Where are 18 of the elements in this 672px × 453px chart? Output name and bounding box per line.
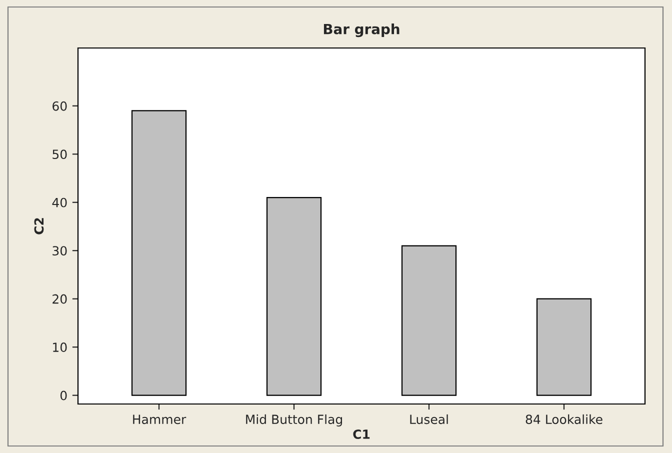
chart-title: Bar graph [324, 24, 400, 38]
y-tick-label: 0 [60, 390, 67, 400]
x-axis-title: C1 [353, 430, 370, 439]
x-tick-label: Luseal [410, 414, 448, 424]
y-tick-label: 40 [52, 198, 67, 208]
y-tick-label: 20 [52, 294, 67, 304]
bar [131, 110, 187, 396]
x-tick-label: Hammer [133, 414, 186, 424]
x-tick-label: Mid Button Flag [246, 414, 342, 427]
bar [266, 196, 322, 396]
y-tick-label: 30 [52, 246, 67, 256]
y-tick-label: 50 [52, 150, 67, 160]
y-tick-label: 10 [53, 342, 67, 352]
y-tick-label: 60 [52, 101, 67, 111]
y-axis-title: C2 [34, 218, 44, 234]
x-tick-label: 84 Lookalike [526, 414, 602, 424]
bar [401, 245, 457, 396]
bar [536, 298, 592, 396]
